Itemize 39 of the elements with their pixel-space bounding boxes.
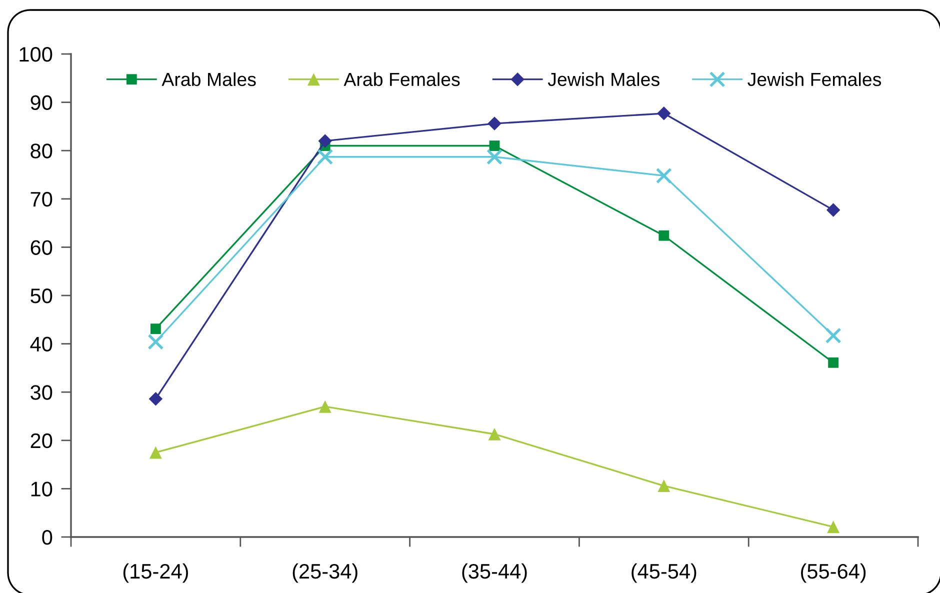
point bbox=[148, 334, 164, 350]
point bbox=[318, 400, 332, 413]
y-tick-label: 0 bbox=[42, 530, 52, 545]
point bbox=[658, 480, 670, 492]
y-tick-label: 60 bbox=[30, 240, 52, 255]
point bbox=[317, 149, 333, 165]
point bbox=[656, 168, 672, 184]
y-tick-label: 80 bbox=[30, 144, 52, 158]
point bbox=[150, 324, 161, 334]
x-tick-label: (15-24) bbox=[123, 563, 188, 583]
legend-label: Jewish Males bbox=[548, 72, 660, 86]
point bbox=[657, 106, 671, 120]
point bbox=[488, 428, 501, 440]
legend-label: Arab Males bbox=[162, 72, 256, 86]
y-tick-label: 70 bbox=[30, 192, 52, 207]
point bbox=[826, 328, 841, 344]
point bbox=[318, 134, 332, 148]
point bbox=[488, 116, 502, 130]
point bbox=[826, 203, 840, 217]
point bbox=[489, 140, 500, 151]
y-tick-label: 50 bbox=[30, 288, 52, 304]
y-tick-label: 40 bbox=[30, 336, 52, 352]
point bbox=[828, 357, 839, 368]
x-tick-label: (55-64) bbox=[801, 563, 866, 583]
y-tick-label: 10 bbox=[31, 482, 52, 496]
x-tick-label: (45-54) bbox=[632, 563, 696, 583]
y-tick-label: 100 bbox=[20, 47, 52, 62]
y-tick-label: 30 bbox=[30, 385, 52, 400]
point bbox=[486, 149, 502, 165]
point bbox=[827, 520, 840, 534]
point bbox=[658, 230, 670, 241]
x-tick-label: (35-44) bbox=[462, 563, 527, 583]
y-tick-label: 90 bbox=[30, 95, 52, 110]
point bbox=[148, 392, 163, 406]
legend-label: Arab Females bbox=[344, 72, 460, 86]
legend-label: Jewish Females bbox=[748, 72, 882, 86]
x-tick-label: (25-34) bbox=[292, 563, 358, 583]
point bbox=[149, 446, 162, 459]
y-tick-label: 20 bbox=[30, 433, 52, 448]
